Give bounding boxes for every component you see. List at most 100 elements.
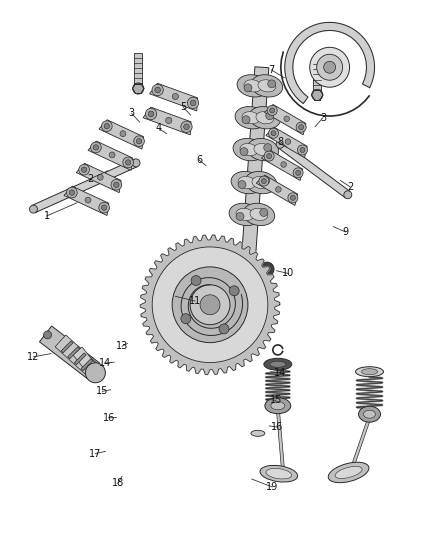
Circle shape: [261, 179, 266, 183]
Text: 4: 4: [155, 123, 162, 133]
Polygon shape: [74, 353, 86, 365]
Ellipse shape: [265, 398, 291, 414]
Circle shape: [296, 171, 300, 175]
Circle shape: [344, 191, 352, 199]
Circle shape: [102, 205, 107, 211]
Text: 9: 9: [343, 227, 349, 237]
Circle shape: [310, 47, 350, 87]
Text: 3: 3: [320, 113, 326, 123]
Circle shape: [219, 324, 229, 334]
Polygon shape: [76, 163, 121, 192]
Circle shape: [276, 140, 284, 148]
Text: 5: 5: [180, 102, 186, 112]
Polygon shape: [241, 67, 269, 267]
Polygon shape: [64, 186, 109, 215]
Circle shape: [242, 116, 250, 124]
Ellipse shape: [266, 469, 292, 479]
Ellipse shape: [364, 410, 375, 418]
Polygon shape: [285, 22, 374, 103]
Circle shape: [238, 181, 246, 189]
Circle shape: [260, 208, 268, 216]
Circle shape: [324, 61, 336, 73]
Ellipse shape: [243, 203, 275, 225]
Circle shape: [136, 139, 142, 144]
Circle shape: [79, 164, 89, 175]
Polygon shape: [68, 347, 80, 359]
Circle shape: [264, 143, 272, 151]
Polygon shape: [278, 141, 350, 198]
Polygon shape: [39, 326, 99, 378]
Circle shape: [67, 187, 77, 198]
Circle shape: [268, 128, 279, 138]
Circle shape: [85, 197, 91, 203]
Circle shape: [240, 148, 248, 156]
Circle shape: [97, 174, 103, 180]
Text: 8: 8: [277, 136, 283, 147]
Circle shape: [102, 121, 112, 132]
Circle shape: [152, 84, 163, 96]
Text: 18: 18: [112, 478, 124, 488]
Circle shape: [172, 93, 178, 100]
Circle shape: [120, 131, 126, 136]
Ellipse shape: [238, 176, 256, 189]
Circle shape: [29, 205, 37, 213]
Ellipse shape: [252, 176, 270, 189]
Text: 1: 1: [43, 211, 49, 221]
Ellipse shape: [264, 358, 292, 370]
Circle shape: [134, 136, 145, 147]
Text: 19: 19: [266, 482, 279, 492]
Ellipse shape: [251, 75, 283, 97]
Polygon shape: [313, 59, 321, 95]
Circle shape: [264, 151, 274, 161]
Circle shape: [297, 145, 307, 155]
Polygon shape: [256, 175, 297, 205]
Ellipse shape: [256, 111, 274, 124]
Ellipse shape: [235, 107, 267, 129]
Ellipse shape: [245, 172, 277, 193]
Text: 13: 13: [116, 341, 128, 351]
Text: 11: 11: [189, 296, 201, 306]
Text: 15: 15: [96, 386, 109, 397]
Text: 14: 14: [274, 368, 286, 378]
Circle shape: [148, 111, 154, 117]
Polygon shape: [350, 417, 371, 470]
Circle shape: [200, 295, 220, 314]
Ellipse shape: [242, 111, 260, 124]
Polygon shape: [134, 53, 142, 88]
Circle shape: [267, 106, 277, 116]
Circle shape: [81, 167, 87, 172]
Text: 2: 2: [347, 182, 353, 192]
Ellipse shape: [247, 139, 279, 161]
Polygon shape: [99, 120, 144, 149]
Circle shape: [244, 84, 252, 92]
Circle shape: [166, 117, 172, 124]
Circle shape: [296, 122, 306, 132]
Ellipse shape: [236, 208, 254, 221]
Circle shape: [69, 190, 74, 195]
Circle shape: [133, 83, 144, 94]
Circle shape: [288, 193, 298, 203]
Polygon shape: [266, 127, 307, 158]
Text: 16: 16: [271, 422, 283, 432]
Circle shape: [145, 108, 157, 119]
Circle shape: [181, 314, 191, 324]
Circle shape: [152, 247, 268, 362]
Circle shape: [99, 202, 110, 213]
Circle shape: [229, 286, 239, 296]
Ellipse shape: [251, 430, 265, 437]
Ellipse shape: [240, 143, 258, 156]
Circle shape: [300, 148, 305, 152]
Circle shape: [276, 187, 281, 192]
Circle shape: [114, 182, 119, 188]
Ellipse shape: [270, 361, 286, 367]
Ellipse shape: [233, 139, 265, 161]
Ellipse shape: [359, 406, 381, 422]
Circle shape: [93, 145, 99, 150]
Text: 17: 17: [89, 449, 102, 458]
Ellipse shape: [260, 465, 297, 482]
Text: 6: 6: [196, 155, 202, 165]
Circle shape: [109, 152, 115, 158]
Circle shape: [126, 160, 131, 165]
Text: 10: 10: [282, 269, 294, 278]
Circle shape: [290, 195, 295, 200]
